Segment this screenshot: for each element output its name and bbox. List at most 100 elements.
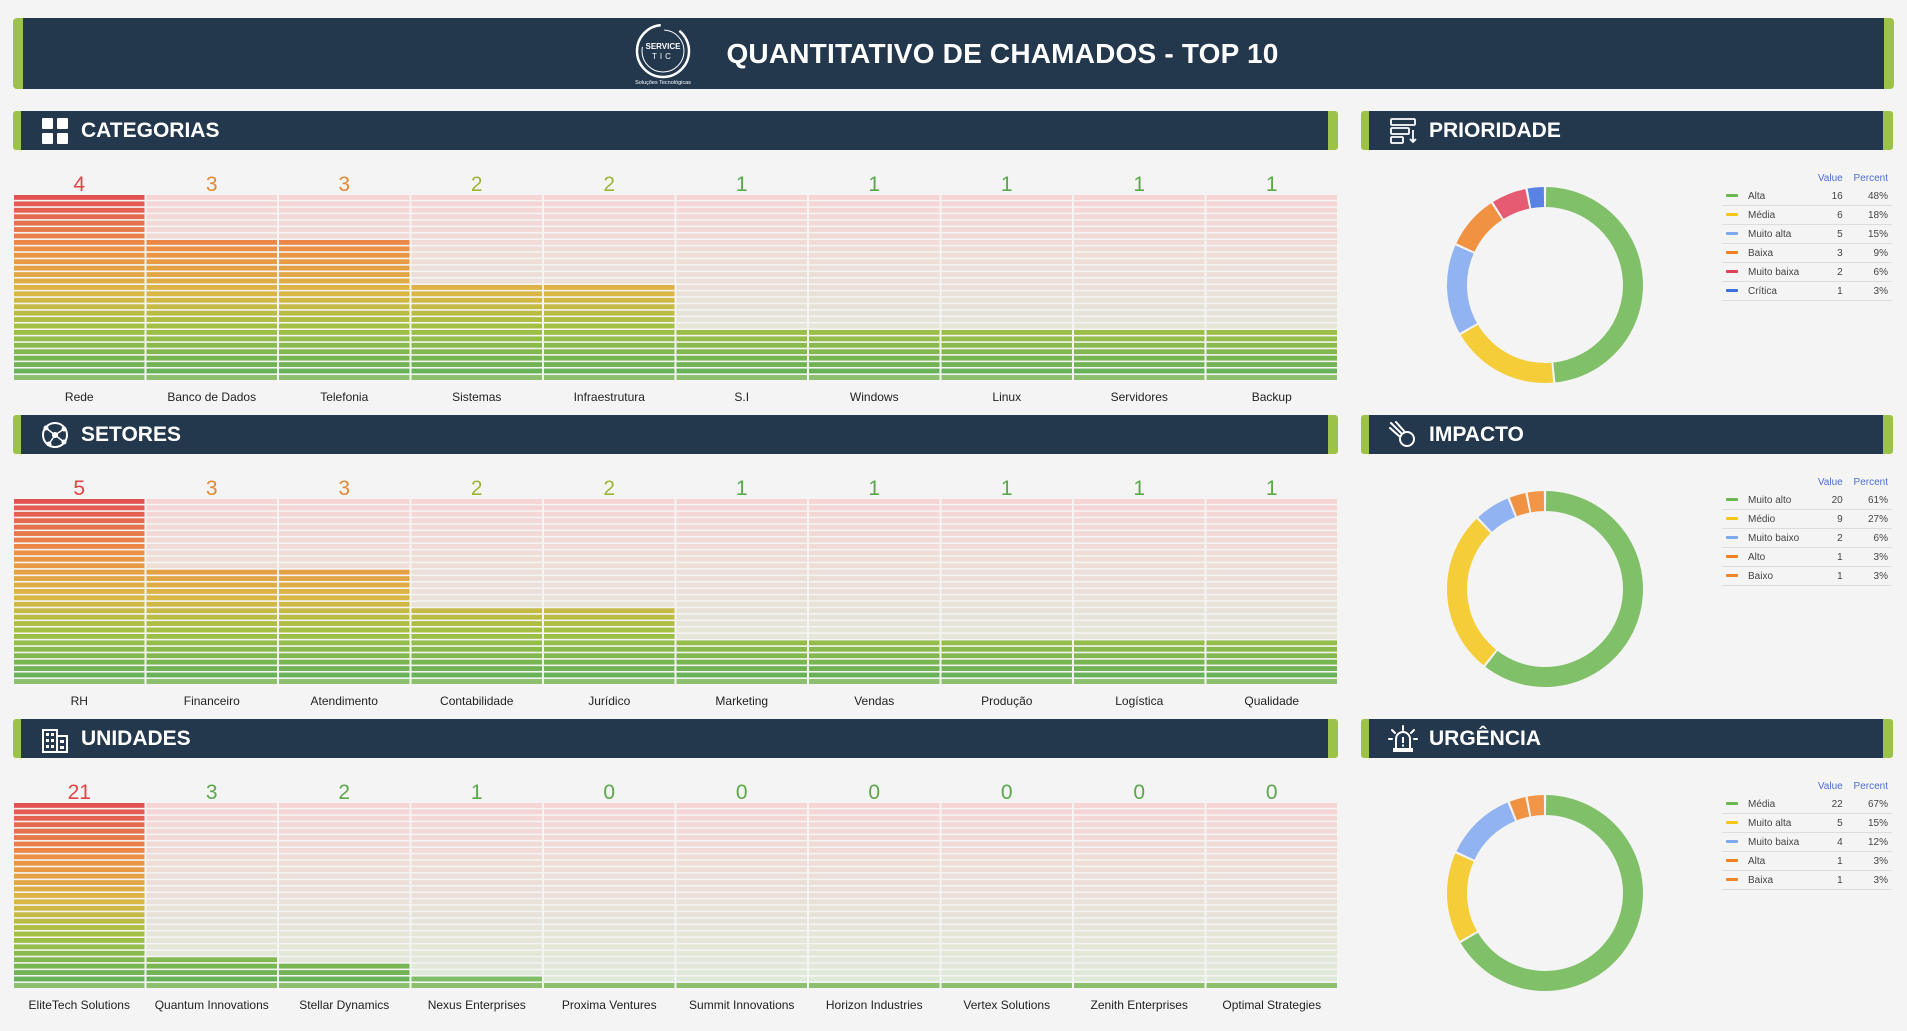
legend-label: Baixa	[1748, 247, 1774, 259]
bar-column	[411, 499, 542, 684]
bar-column	[1206, 803, 1337, 988]
legend-label: Média	[1748, 209, 1776, 221]
tick-label: Optimal Strategies	[1222, 998, 1321, 1012]
legend-percent: 9%	[1846, 243, 1892, 263]
pie-slice	[1485, 491, 1643, 687]
legend-header-value: Value	[1817, 477, 1843, 488]
section-header-impacto: IMPACTO	[1361, 415, 1893, 454]
svg-text:SERVICE: SERVICE	[646, 42, 682, 51]
bar-column	[14, 499, 145, 684]
urgencia-legend: Value Percent Média 22 67% Muito alta 5 15% Muit…	[1722, 781, 1892, 890]
legend-value: 5	[1812, 224, 1847, 244]
legend-entry: Média 22 67%	[1722, 795, 1892, 814]
legend-swatch	[1726, 802, 1738, 806]
legend-header-spacer	[1722, 173, 1813, 187]
data-label: 1	[1133, 477, 1145, 500]
bar-column	[809, 803, 940, 988]
legend-value: 1	[1812, 566, 1847, 586]
section-header-prioridade: PRIORIDADE	[1361, 111, 1893, 150]
legend-value: 1	[1812, 870, 1847, 890]
legend-swatch	[1726, 840, 1738, 844]
legend-entry: Muito alta 5 15%	[1722, 813, 1892, 833]
legend-value: 1	[1812, 851, 1847, 871]
bar-column	[14, 195, 145, 380]
bar-column	[941, 803, 1072, 988]
section-title: URGÊNCIA	[1429, 726, 1542, 750]
legend-label: Médio	[1748, 513, 1776, 525]
data-label: 1	[736, 477, 748, 500]
prioridade-legend: Value Percent Alta 16 48% Média 6 18% Muito alta…	[1722, 173, 1892, 301]
pie-slice	[1460, 324, 1554, 383]
legend-entry: Médio 9 27%	[1722, 509, 1892, 529]
legend-value: 22	[1812, 795, 1847, 814]
impacto-legend: Value Percent Muito alto 20 61% Médio 9 27% Muit…	[1722, 477, 1892, 586]
data-label: 2	[471, 477, 483, 500]
legend-label: Alta	[1748, 855, 1766, 867]
legend-swatch	[1726, 270, 1738, 274]
setores-bar-chart: 5 RH 3 Financeiro 3 Atendimento 2 Contabilidade…	[13, 469, 1338, 719]
legend-percent: 18%	[1846, 205, 1892, 225]
legend-entry: Muito alto 20 61%	[1722, 491, 1892, 510]
tick-label: Banco de Dados	[167, 390, 256, 404]
legend-value: 2	[1812, 262, 1847, 282]
siren-icon	[1387, 723, 1419, 755]
legend-header-percent: Percent	[1853, 477, 1888, 488]
bar-column	[809, 195, 940, 380]
pie-slice	[1509, 493, 1530, 517]
data-label: 4	[73, 173, 85, 196]
legend-percent: 12%	[1846, 832, 1892, 852]
urgencia-donut-chart	[1440, 788, 1650, 998]
legend-value: 3	[1812, 243, 1847, 263]
legend-percent: 27%	[1846, 509, 1892, 529]
legend-value: 1	[1812, 547, 1847, 567]
data-label: 1	[1266, 477, 1278, 500]
legend-swatch	[1726, 251, 1738, 255]
pie-slice	[1527, 795, 1545, 817]
tick-label: Telefonia	[320, 390, 368, 404]
tick-label: Qualidade	[1244, 694, 1299, 708]
legend-swatch	[1726, 821, 1738, 825]
legend-percent: 61%	[1846, 491, 1892, 510]
legend-entry: Baixa 3 9%	[1722, 243, 1892, 263]
grid-icon	[39, 115, 71, 147]
prioridade-donut-chart	[1440, 180, 1650, 390]
tick-label: Servidores	[1111, 390, 1168, 404]
legend-swatch	[1726, 574, 1738, 578]
legend-entry: Crítica 1 3%	[1722, 281, 1892, 301]
data-label: 1	[1001, 173, 1013, 196]
legend-percent: 67%	[1846, 795, 1892, 814]
data-label: 3	[206, 781, 218, 804]
legend-swatch	[1726, 859, 1738, 863]
tick-label: Vendas	[854, 694, 894, 708]
tick-label: Sistemas	[452, 390, 501, 404]
categorias-bar-chart: 4 Rede 3 Banco de Dados 3 Telefonia 2 Sistemas 2…	[13, 165, 1338, 415]
data-label: 3	[338, 477, 350, 500]
legend-label: Crítica	[1748, 285, 1777, 297]
data-label: 1	[1266, 173, 1278, 196]
legend-header-spacer	[1722, 477, 1813, 491]
legend-label: Muito alto	[1748, 494, 1792, 506]
bar-column	[146, 803, 277, 988]
legend-percent: 3%	[1846, 566, 1892, 586]
data-label: 2	[471, 173, 483, 196]
tick-label: RH	[71, 694, 88, 708]
data-label: 0	[1133, 781, 1145, 804]
legend-entry: Muito baixo 2 6%	[1722, 528, 1892, 548]
legend-label: Baixo	[1748, 570, 1774, 582]
bar-column	[1206, 195, 1337, 380]
service-tic-logo: SERVICE TIC Soluções Tecnológicas	[628, 21, 698, 87]
legend-entry: Baixa 1 3%	[1722, 870, 1892, 890]
legend-percent: 6%	[1846, 528, 1892, 548]
legend-percent: 48%	[1846, 187, 1892, 206]
tick-label: Jurídico	[588, 694, 630, 708]
bar-column	[809, 499, 940, 684]
bar-column	[1206, 499, 1337, 684]
legend-percent: 15%	[1846, 224, 1892, 244]
legend-header-value: Value	[1817, 781, 1843, 792]
legend-swatch	[1726, 232, 1738, 236]
bar-column	[544, 499, 675, 684]
tick-label: Logística	[1115, 694, 1163, 708]
section-title: PRIORIDADE	[1429, 118, 1561, 142]
tick-label: Quantum Innovations	[155, 998, 269, 1012]
bar-column	[941, 195, 1072, 380]
